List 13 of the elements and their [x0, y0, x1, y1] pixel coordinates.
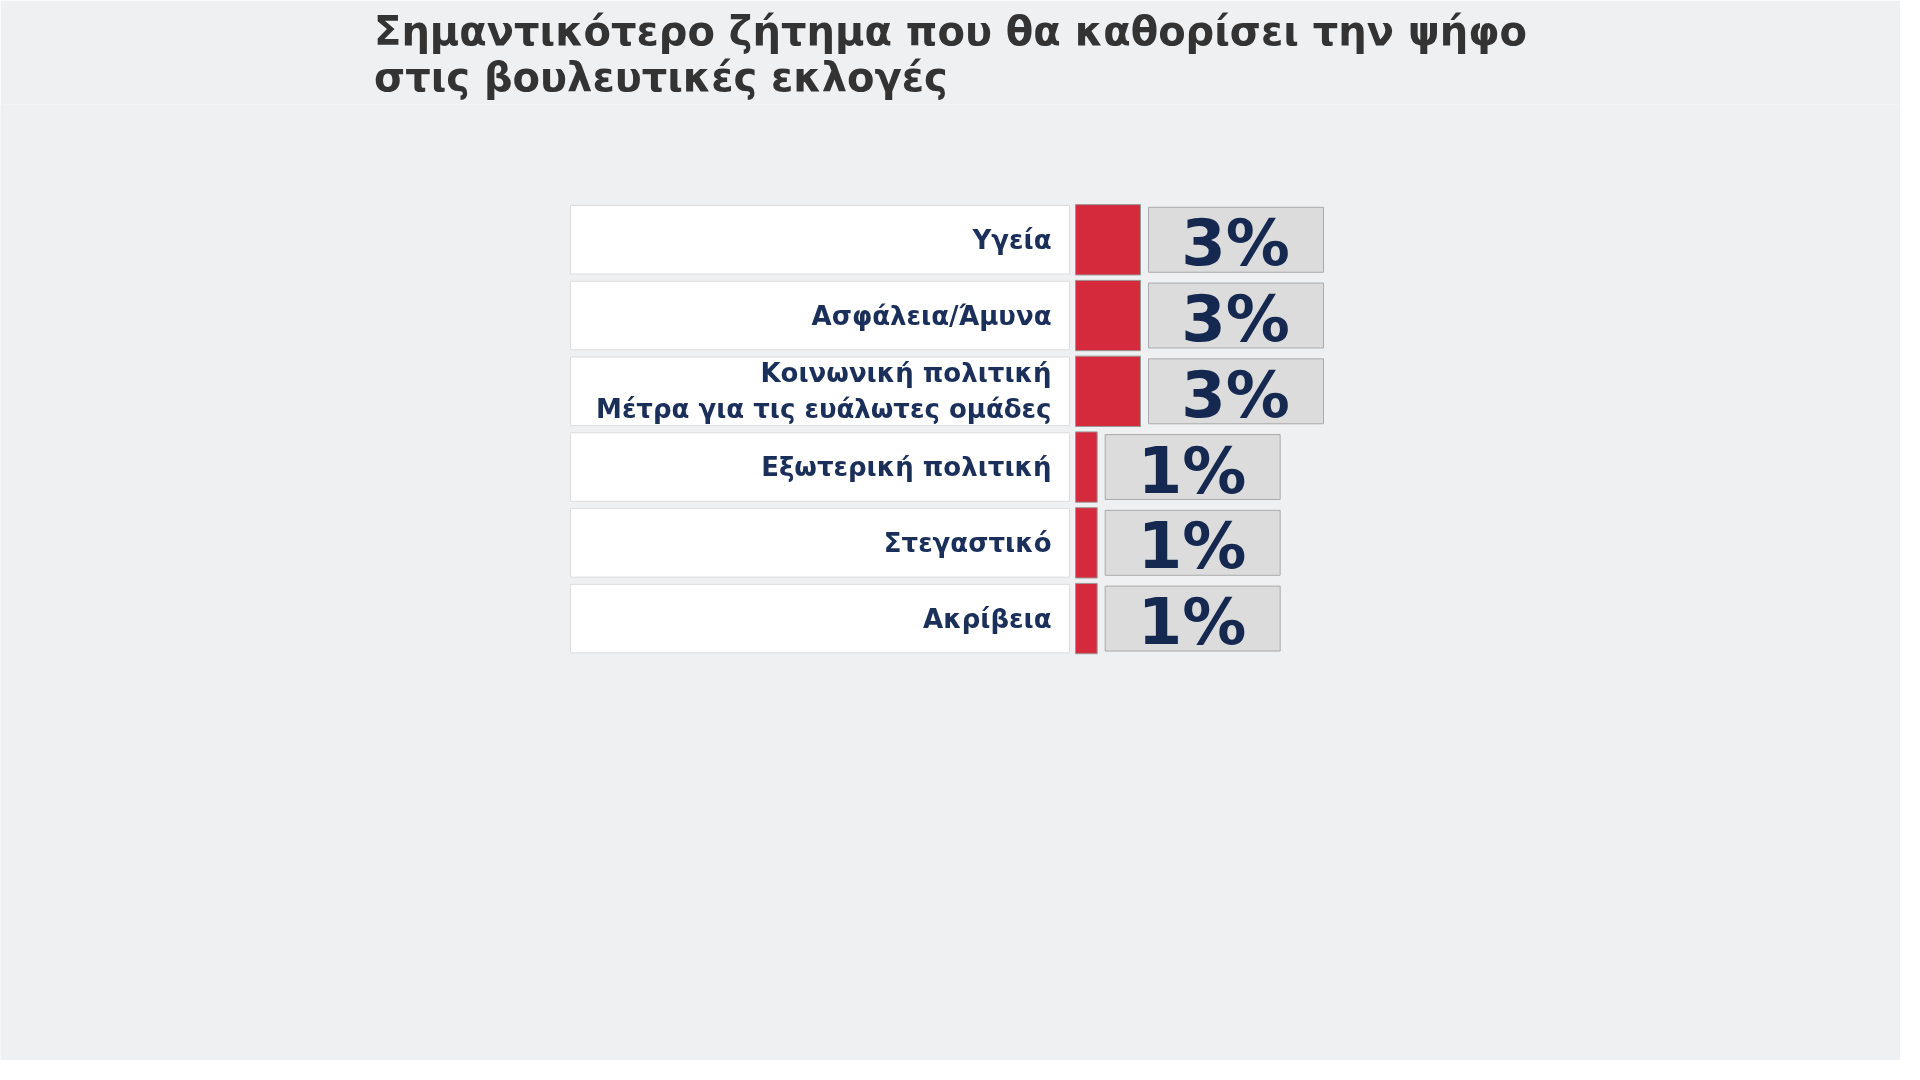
y-tick-label: Ακρίβεια: [923, 603, 1052, 634]
data-label: 1%: [1137, 585, 1247, 660]
data-label: 1%: [1137, 433, 1247, 508]
y-tick-label: Κοινωνική πολιτική Μέτρα για τις ευάλωτες ομάδες: [596, 358, 1052, 425]
data-label: 3%: [1181, 206, 1290, 281]
data-label: 1%: [1137, 509, 1247, 584]
y-tick-label: Υγεία: [971, 224, 1052, 255]
y-tick-label: Ασφάλεια/Άμυνα: [811, 300, 1052, 331]
data-label: 3%: [1181, 282, 1290, 357]
y-tick-label: Στεγαστικό: [883, 527, 1052, 558]
y-tick-label: Εξωτερική πολιτική: [761, 452, 1052, 483]
data-label: 3%: [1181, 357, 1290, 432]
chart-title: Σημαντικότερο ζήτημα που θα καθορίσει την ψήφο στις βουλευτικές εκλογές: [374, 7, 1527, 100]
